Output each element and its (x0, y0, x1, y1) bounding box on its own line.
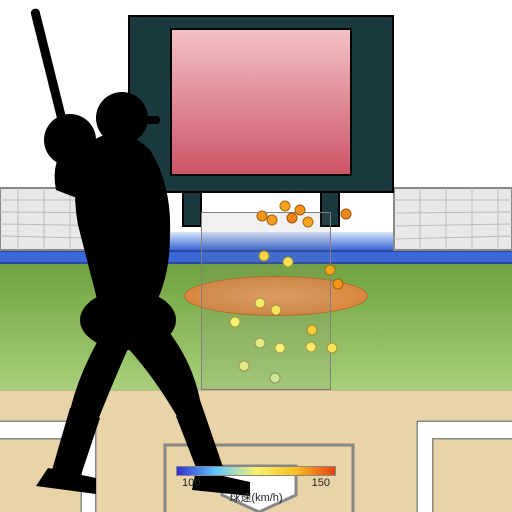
batter-silhouette (0, 0, 512, 512)
legend-gradient-bar (176, 466, 336, 476)
legend-tick-min: 100 (182, 477, 200, 489)
legend-tick-max: 150 (312, 477, 330, 489)
pitch-location-chart: 100 150 球速(km/h) (0, 0, 512, 512)
legend-label: 球速(km/h) (176, 489, 336, 505)
legend-ticks: 100 150 (176, 477, 336, 489)
speed-legend: 100 150 球速(km/h) (176, 466, 336, 505)
